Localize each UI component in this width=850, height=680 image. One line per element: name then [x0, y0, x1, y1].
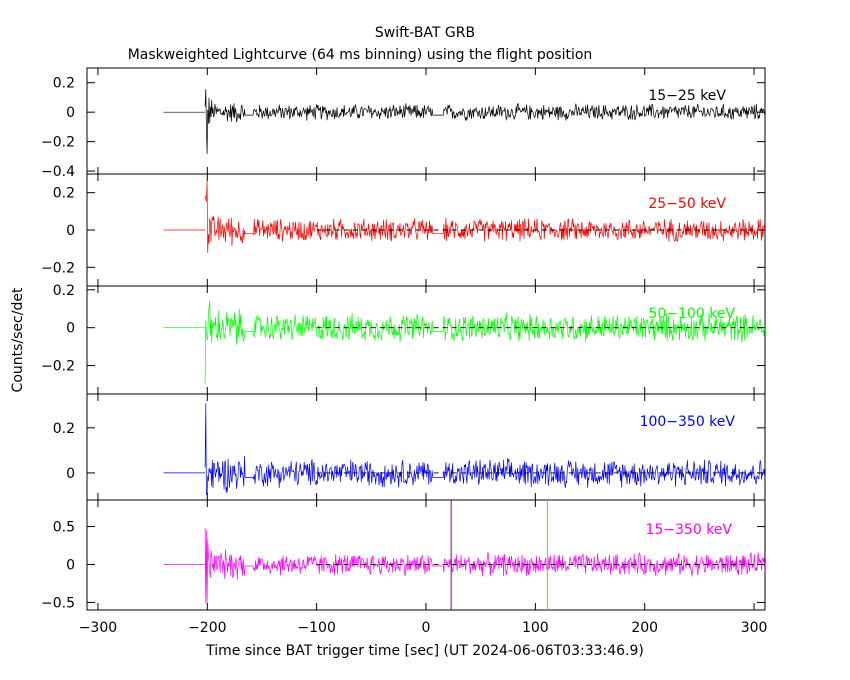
panel-1: −0.4 −0.2 0 0.2 15−25 keV	[41, 67, 766, 180]
panel-2: −0.2 0 0.2 25−50 keV	[41, 173, 766, 287]
y-tick-label: −0.2	[41, 359, 75, 375]
x-axis-label: Time since BAT trigger time [sec] (UT 20…	[205, 643, 644, 659]
band-label: 50−100 keV	[648, 306, 735, 322]
x-tick-label: −300	[79, 620, 117, 636]
series-trace	[163, 528, 765, 604]
y-tick-label: 0	[66, 557, 75, 573]
panel-3: −0.2 0 0.2 50−100 keV	[41, 283, 766, 395]
y-tick-label: 0.2	[53, 283, 75, 299]
series-trace	[163, 89, 765, 155]
panels-group: −0.4−0.200.215−25 keV−0.200.225−50 keV−0…	[41, 67, 768, 636]
chart-title: Swift-BAT GRB	[375, 25, 475, 41]
y-tick-label: 0.2	[53, 421, 75, 437]
y-tick-label: 0.2	[53, 186, 75, 202]
panel-4: 0 0.2 100−350 keV	[53, 393, 766, 501]
x-tick-label: 200	[631, 620, 658, 636]
band-label: 100−350 keV	[640, 414, 736, 430]
band-label: 15−25 keV	[648, 88, 726, 104]
y-tick-label: 0.5	[53, 520, 75, 536]
series-trace	[163, 300, 765, 384]
y-tick-label: 0	[66, 466, 75, 482]
series-trace	[163, 403, 765, 496]
x-tick-label: 300	[741, 620, 768, 636]
band-label: 15−350 keV	[645, 522, 732, 538]
y-axis-label: Counts/sec/det	[10, 287, 26, 392]
panel-frame	[86, 393, 766, 501]
panel-frame	[86, 67, 766, 175]
panel-frame	[86, 285, 766, 395]
y-tick-label: 0	[66, 223, 75, 239]
y-tick-label: 0.2	[53, 76, 75, 92]
x-tick-label: −100	[297, 620, 335, 636]
panel-5: −0.5 0 0.5 15−350 keV	[41, 499, 766, 611]
y-tick-label: −0.4	[41, 164, 75, 180]
band-label: 25−50 keV	[648, 196, 726, 212]
y-tick-label: −0.2	[41, 260, 75, 276]
y-tick-label: 0	[66, 105, 75, 121]
series-trace	[163, 180, 765, 253]
y-tick-label: −0.2	[41, 135, 75, 151]
x-tick-label: −200	[188, 620, 226, 636]
chart-subtitle: Maskweighted Lightcurve (64 ms binning) …	[128, 47, 593, 63]
x-tick-label: 100	[522, 620, 549, 636]
panel-frame	[86, 499, 766, 611]
x-tick-label: 0	[422, 620, 431, 636]
y-tick-label: −0.5	[41, 595, 75, 611]
y-tick-label: 0	[66, 321, 75, 337]
